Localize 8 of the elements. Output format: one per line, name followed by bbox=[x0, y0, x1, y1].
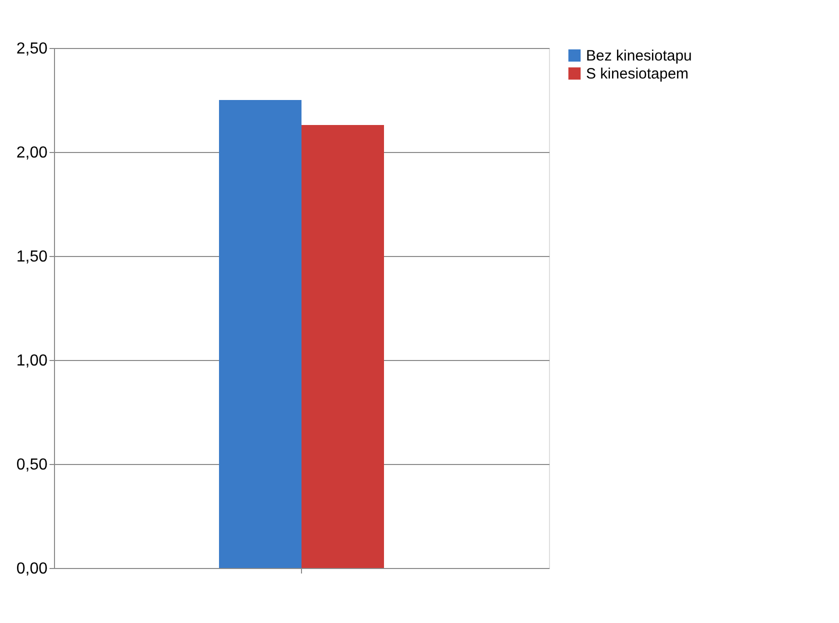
y-tick-label: 1,50 bbox=[16, 248, 48, 266]
y-tick-label: 0,00 bbox=[16, 560, 48, 578]
y-tick-label: 2,50 bbox=[16, 40, 48, 58]
y-tick-label: 2,00 bbox=[16, 144, 48, 162]
y-tick-label: 1,00 bbox=[16, 352, 48, 370]
legend-label: S kinesiotapem bbox=[586, 66, 689, 82]
legend-label: Bez kinesiotapu bbox=[586, 48, 692, 64]
y-tick-label: 0,50 bbox=[16, 456, 48, 474]
